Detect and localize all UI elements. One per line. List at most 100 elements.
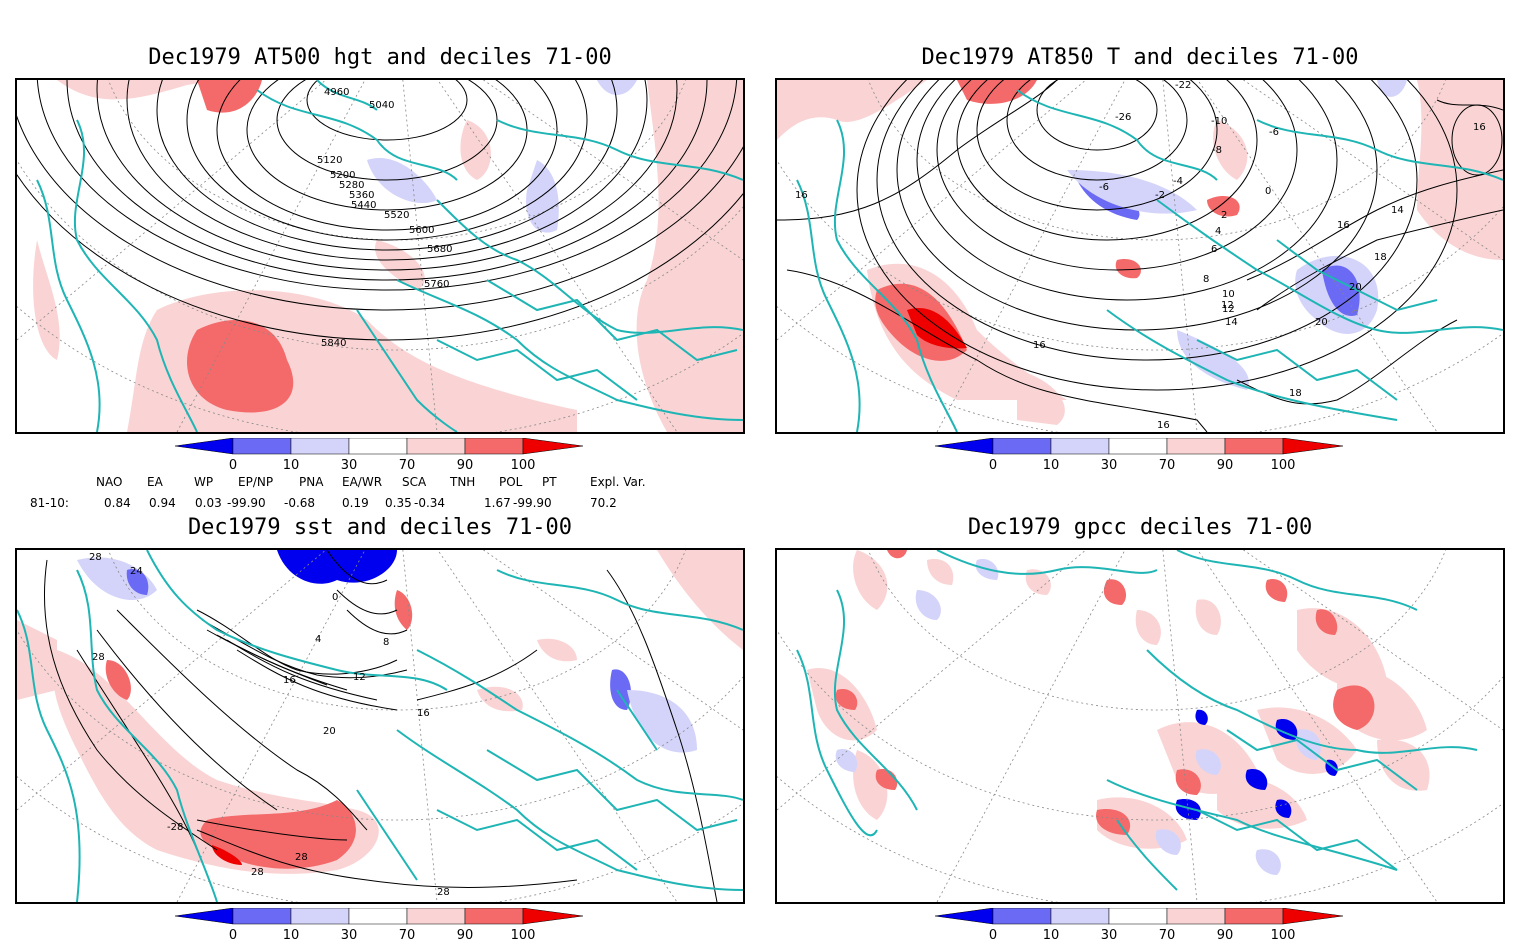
colorbar-label: 10 — [1042, 458, 1060, 473]
panel-title-sst: Dec1979 sst and deciles 71-00 — [187, 515, 573, 540]
colorbar-label: 100 — [1270, 458, 1296, 473]
index-value-ea: 0.94 — [149, 496, 176, 510]
sst-label: 28 — [437, 887, 450, 898]
teleconnection-indices: NAO EA WP EP/NP PNA EA/WR SCA TNH POL PT… — [0, 475, 700, 515]
colorbar-label: 70 — [398, 458, 416, 473]
t850-label: -2 — [1155, 190, 1165, 201]
panel-title-gpcc: Dec1979 gpcc deciles 71-00 — [967, 515, 1313, 540]
index-value-pt: -99.90 — [513, 496, 552, 510]
colorbar-label: 10 — [282, 928, 300, 943]
t850-label: 2 — [1221, 210, 1227, 221]
index-header-pna: PNA — [299, 475, 324, 489]
index-value-eawr: 0.19 — [342, 496, 369, 510]
t850-label: 16 — [1337, 220, 1350, 231]
map-gpcc-svg — [777, 550, 1503, 902]
colorbar-label: 0 — [988, 928, 998, 943]
index-header-sca: SCA — [402, 475, 427, 489]
panel-title-t850: Dec1979 AT850 T and deciles 71-00 — [921, 45, 1359, 70]
t850-label: 14 — [1225, 317, 1238, 328]
colorbar-svg — [174, 437, 584, 455]
t850-label: 16 — [1157, 420, 1170, 431]
sst-label: 28 — [89, 552, 102, 563]
colorbar-label: 30 — [1100, 928, 1118, 943]
colorbar-label: 10 — [282, 458, 300, 473]
hgt-label: 5600 — [409, 225, 434, 236]
hgt-label: 5280 — [339, 180, 364, 191]
t850-label: -4 — [1173, 176, 1183, 187]
t850-label: 18 — [1289, 388, 1302, 399]
t850-label: 4 — [1215, 226, 1221, 237]
hgt-label: 5840 — [321, 338, 346, 349]
colorbar-label: 100 — [510, 458, 536, 473]
hgt-label: 5520 — [384, 210, 409, 221]
t850-label: 12 — [1221, 300, 1234, 311]
colorbar-label: 90 — [456, 458, 474, 473]
t850-label: 12 — [1222, 304, 1235, 315]
colorbar-svg — [174, 907, 584, 925]
sst-label: 0 — [332, 592, 338, 603]
hgt-label: 5040 — [369, 100, 394, 111]
sst-label: 16 — [417, 708, 430, 719]
index-row-label: 81-10: — [30, 496, 69, 510]
colorbar-label: 90 — [1216, 928, 1234, 943]
colorbar-label: 70 — [398, 928, 416, 943]
map-hgt500: 4960 5040 5120 5200 5280 5360 5440 5520 … — [15, 78, 745, 434]
sst-label: 28 — [92, 652, 105, 663]
sst-label: 28 — [251, 867, 264, 878]
t850-label: -22 — [1175, 80, 1191, 91]
sst-label: -28 — [167, 822, 183, 833]
t850-label: 18 — [1374, 252, 1387, 263]
colorbar-hgt500: 0 10 30 70 90 100 — [174, 437, 595, 478]
index-header-eawr: EA/WR — [342, 475, 383, 489]
colorbar-svg — [934, 907, 1344, 925]
colorbar-svg — [934, 437, 1344, 455]
t850-label: -6 — [1269, 127, 1279, 138]
t850-label: 8 — [1203, 274, 1209, 285]
t850-label: -26 — [1115, 112, 1131, 123]
sst-label: 28 — [295, 852, 308, 863]
t850-label: 6 — [1211, 244, 1217, 255]
map-t850: -26 -22 -10 -6 -8 -4 -2 0 -6 2 4 6 8 10 … — [775, 78, 1505, 434]
colorbar-t850: 0 10 30 70 90 100 — [934, 437, 1355, 478]
index-header-epnp: EP/NP — [238, 475, 274, 489]
t850-label: -10 — [1211, 116, 1227, 127]
sst-label: 24 — [130, 566, 143, 577]
colorbar-label: 10 — [1042, 928, 1060, 943]
index-header-pt: PT — [542, 475, 557, 489]
t850-label: 0 — [1265, 186, 1271, 197]
index-header-pol: POL — [499, 475, 523, 489]
index-value-epnp: -99.90 — [227, 496, 266, 510]
panel-title-hgt500: Dec1979 AT500 hgt and deciles 71-00 — [148, 45, 612, 70]
colorbar-sst: 0 10 30 70 90 100 — [174, 907, 595, 948]
hgt-label: 5200 — [330, 170, 355, 181]
colorbar-label: 90 — [1216, 458, 1234, 473]
t850-label: 16 — [795, 190, 808, 201]
sst-label: 12 — [353, 672, 366, 683]
t850-label: 20 — [1315, 317, 1328, 328]
colorbar-label: 100 — [510, 928, 536, 943]
sst-label: 8 — [383, 637, 389, 648]
index-value-nao: 0.84 — [104, 496, 131, 510]
sst-label: 16 — [283, 675, 296, 686]
index-value-pna: -0.68 — [284, 496, 316, 510]
colorbar-label: 0 — [228, 458, 238, 473]
colorbar-label: 0 — [228, 928, 238, 943]
colorbar-label: 70 — [1158, 928, 1176, 943]
colorbar-label: 30 — [1100, 458, 1118, 473]
colorbar-label: 90 — [456, 928, 474, 943]
map-gpcc — [775, 548, 1505, 904]
colorbar-label: 70 — [1158, 458, 1176, 473]
hgt-label: 5120 — [317, 155, 342, 166]
sst-label: 20 — [323, 726, 336, 737]
colorbar-label: 30 — [340, 458, 358, 473]
colorbar-label: 30 — [340, 928, 358, 943]
t850-label: 14 — [1391, 205, 1404, 216]
colorbar-gpcc: 0 10 30 70 90 100 — [934, 907, 1355, 948]
map-sst-svg: 24 28 28 -28 0 4 8 12 16 16 20 28 28 28 — [17, 550, 743, 902]
hgt-label: 5680 — [427, 244, 452, 255]
map-t850-svg: -26 -22 -10 -6 -8 -4 -2 0 -6 2 4 6 8 10 … — [777, 80, 1503, 432]
index-header-ea: EA — [147, 475, 163, 489]
index-header-explvar: Expl. Var. — [590, 475, 646, 489]
sst-label: 4 — [315, 634, 321, 645]
hgt-label: 5360 — [349, 190, 374, 201]
